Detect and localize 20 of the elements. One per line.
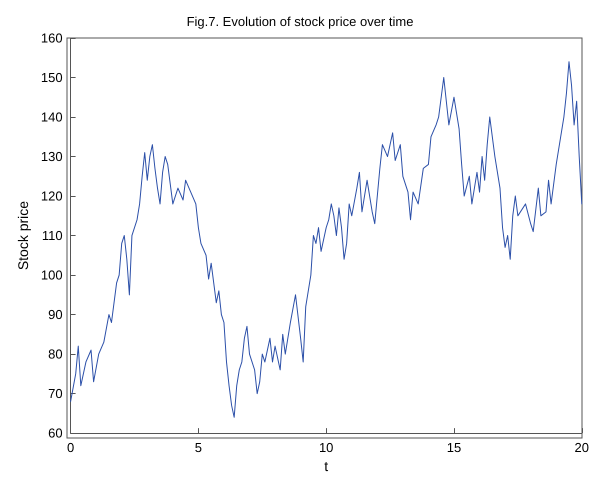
x-tick-label: 20: [574, 440, 590, 456]
x-axis-title: t: [324, 458, 328, 474]
y-tick-label: 160: [40, 30, 63, 46]
x-tick-label: 10: [318, 440, 334, 456]
y-axis-title: Stock price: [15, 200, 31, 270]
y-tick-label: 80: [48, 346, 63, 362]
y-tick-label: 70: [48, 386, 63, 402]
y-tick-label: 90: [48, 307, 63, 322]
y-tick-label: 100: [40, 268, 63, 283]
y-tick-label: 110: [42, 228, 63, 244]
y-tick-label: 130: [40, 149, 63, 164]
chart-title: Fig.7. Evolution of stock price over time: [186, 14, 414, 29]
x-tick-label: 15: [446, 440, 462, 456]
y-tick-label: 150: [40, 70, 63, 86]
y-tick-label: 140: [40, 110, 63, 125]
line-series: [70, 61, 582, 418]
x-tick-label: 0: [66, 440, 74, 456]
y-tick-label: 120: [40, 188, 63, 204]
x-tick-label: 5: [194, 440, 202, 456]
y-tick-label: 60: [48, 426, 63, 441]
